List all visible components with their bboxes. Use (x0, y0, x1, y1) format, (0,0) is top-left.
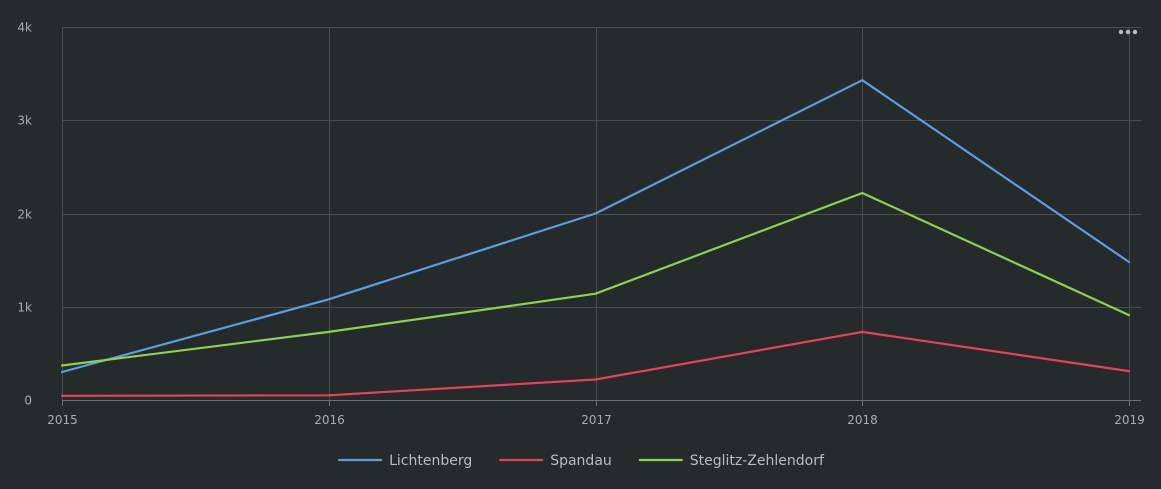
y-tick-label: 0 (24, 394, 32, 408)
legend-label: Spandau (550, 453, 612, 469)
legend-item-spandau[interactable]: Spandau (499, 453, 612, 469)
legend: Lichtenberg Spandau Steglitz-Zehlendorf (337, 453, 825, 469)
series-line-lichtenberg[interactable] (60, 79, 1131, 374)
chart-menu-button[interactable] (1112, 22, 1144, 42)
legend-item-lichtenberg[interactable]: Lichtenberg (337, 453, 472, 469)
series-lines (60, 79, 1131, 397)
ellipsis-icon-dot (1125, 29, 1131, 35)
series-line-spandau[interactable] (60, 330, 1131, 397)
y-tick-label: 4k (17, 21, 32, 35)
legend-item-steglitz-zehlendorf[interactable]: Steglitz-Zehlendorf (638, 453, 825, 469)
x-tick-label: 2019 (1114, 413, 1145, 427)
y-tick-label: 3k (17, 114, 32, 128)
x-tick-label: 2018 (847, 413, 878, 427)
y-tick-label: 1k (17, 301, 32, 315)
axes: 0 1k 2k 3k 4k 2015 2016 2017 2018 2019 (17, 21, 1144, 428)
legend-label: Steglitz-Zehlendorf (690, 453, 825, 469)
x-tick-label: 2017 (581, 413, 612, 427)
series-line-steglitz-zehlendorf[interactable] (60, 191, 1131, 367)
legend-label: Lichtenberg (389, 453, 472, 469)
x-tick-label: 2016 (314, 413, 345, 427)
x-tick-label: 2015 (47, 413, 78, 427)
ellipsis-icon[interactable] (1112, 22, 1144, 42)
y-tick-label: 2k (17, 208, 32, 222)
ellipsis-icon-dot (1132, 29, 1138, 35)
ellipsis-icon-dot (1118, 29, 1124, 35)
